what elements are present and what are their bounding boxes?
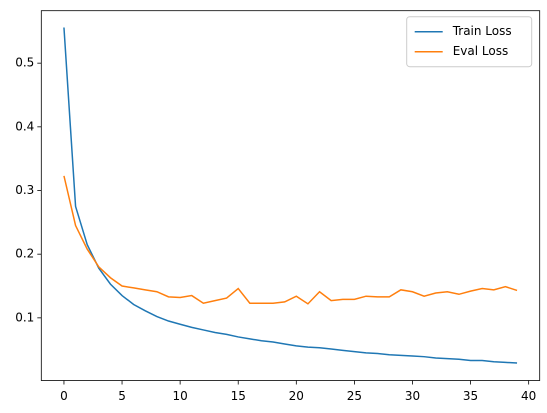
- x-tick-label: 25: [347, 389, 362, 403]
- axes-frame: [40, 10, 541, 381]
- x-tick-label: 40: [521, 389, 536, 403]
- legend-label: Eval Loss: [453, 44, 509, 58]
- y-tick-label: 0.4: [15, 119, 34, 133]
- y-tick-label: 0.3: [15, 183, 34, 197]
- line-series: [63, 175, 518, 305]
- x-tick-label: 5: [118, 389, 126, 403]
- x-tick-label: 0: [60, 389, 68, 403]
- x-tick-label: 30: [405, 389, 420, 403]
- x-tick-label: 20: [289, 389, 304, 403]
- legend-box: [406, 16, 533, 68]
- x-tick-label: 10: [172, 389, 187, 403]
- legend-label: Train Loss: [452, 24, 512, 38]
- y-tick-label: 0.2: [15, 247, 34, 261]
- y-tick-label: 0.5: [15, 56, 34, 70]
- line-series: [63, 27, 518, 364]
- y-tick-label: 0.1: [15, 310, 34, 324]
- x-tick-label: 35: [463, 389, 478, 403]
- x-tick-label: 15: [231, 389, 246, 403]
